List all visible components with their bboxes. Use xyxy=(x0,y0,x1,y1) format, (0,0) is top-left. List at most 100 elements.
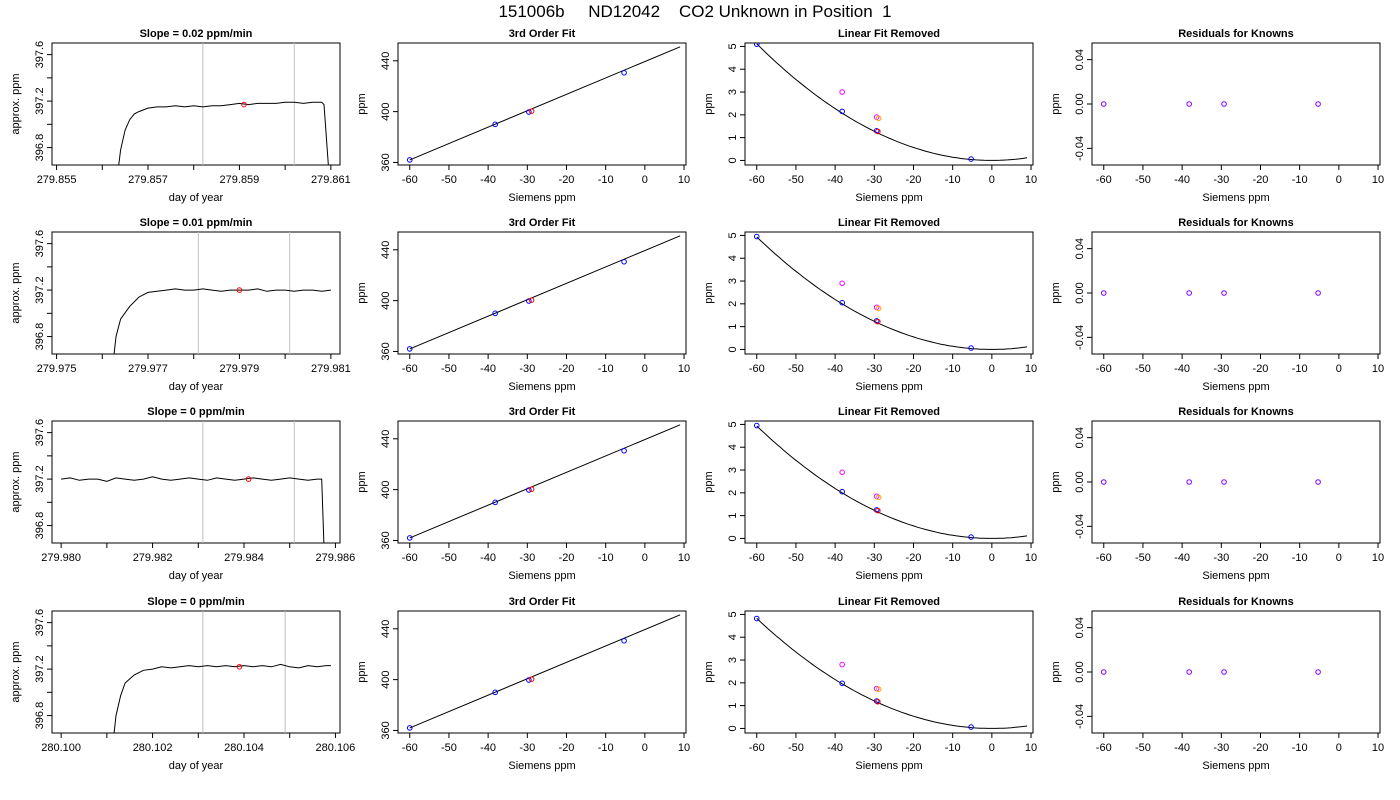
data-point xyxy=(839,280,845,287)
y-tick-label: 1 xyxy=(727,513,739,519)
data-point xyxy=(968,156,974,162)
plot-data xyxy=(753,43,1028,162)
data-point xyxy=(875,698,881,705)
chart-panel-14: 3rd Order Fit -60 -50 -40 -30 -20 -10 0 10 360 400… xyxy=(356,596,690,772)
x-axis-label: Siemens ppm xyxy=(855,381,922,393)
data-point xyxy=(526,298,532,304)
x-axis-label: day of year xyxy=(169,570,224,582)
residual-point xyxy=(1186,290,1192,296)
y-tick-label: 440 xyxy=(380,620,392,638)
x-tick-label: 0 xyxy=(989,363,995,375)
series-line xyxy=(118,101,329,165)
data-point xyxy=(406,346,413,352)
x-tick-label: -30 xyxy=(866,742,882,754)
plot-frame xyxy=(1091,420,1381,544)
x-tick-label: -40 xyxy=(480,742,496,754)
x-axis-label: day of year xyxy=(169,381,224,393)
x-tick-label: -60 xyxy=(1096,552,1112,564)
x-tick-label: -60 xyxy=(1096,742,1112,754)
data-point xyxy=(875,305,882,312)
data-point xyxy=(968,345,974,351)
y-tick-label: -0.04 xyxy=(1074,704,1086,729)
y-tick-label: 396.8 xyxy=(34,702,46,730)
series-line xyxy=(61,476,325,543)
y-tick-label: 0.04 xyxy=(1074,49,1086,70)
chart-title: Slope = 0 ppm/min xyxy=(147,406,245,418)
y-tick-label: 440 xyxy=(380,52,392,70)
y-axis-label: approx. ppm xyxy=(10,73,22,134)
y-tick-label: 397.6 xyxy=(34,609,46,637)
x-axis-label: Siemens ppm xyxy=(855,760,922,772)
x-tick-label: -20 xyxy=(1253,552,1269,564)
residual-point xyxy=(1221,479,1227,485)
x-tick-label: -50 xyxy=(1135,363,1151,375)
y-tick-label: 400 xyxy=(380,670,392,688)
data-point xyxy=(621,258,627,265)
plot-data xyxy=(1100,669,1321,675)
x-tick-label: 279.986 xyxy=(316,552,356,564)
y-tick-label: -0.04 xyxy=(1074,514,1086,539)
x-tick-label: -30 xyxy=(519,742,535,754)
x-tick-label: 280.100 xyxy=(41,742,81,754)
x-tick-label: -50 xyxy=(441,174,457,186)
y-tick-label: 397.6 xyxy=(34,419,46,447)
y-tick-label: 2 xyxy=(727,490,739,496)
x-tick-label: -10 xyxy=(598,552,614,564)
fit-line xyxy=(409,46,681,161)
y-tick-label: 360 xyxy=(380,721,392,739)
residual-point xyxy=(1100,669,1107,675)
chart-panel-8: Residuals for Knowns -60 -50 -40 -30 -20 -10 0 1… xyxy=(1050,217,1384,393)
y-tick-label: 3 xyxy=(727,657,739,663)
plot-frame xyxy=(744,420,1034,544)
x-tick-label: -10 xyxy=(598,363,614,375)
x-tick-label: 279.981 xyxy=(311,363,351,375)
chart-title: Linear Fit Removed xyxy=(838,406,940,418)
x-tick-label: 10 xyxy=(1025,174,1037,186)
y-tick-label: 0.04 xyxy=(1074,238,1086,259)
y-tick-label: 397.2 xyxy=(34,655,46,683)
chart-panel-7: Linear Fit Removed -60 -50 -40 -30 -20 -10 0 10 0… xyxy=(703,217,1037,393)
x-tick-label: -30 xyxy=(866,363,882,375)
data-point xyxy=(492,121,498,128)
y-tick-label: 0 xyxy=(727,725,739,731)
plot-data xyxy=(1100,479,1321,485)
chart-panel-15: Linear Fit Removed -60 -50 -40 -30 -20 -10 0 10 0… xyxy=(703,596,1037,772)
residual-point xyxy=(1100,290,1107,296)
y-tick-label: 1 xyxy=(727,324,739,330)
x-tick-label: -20 xyxy=(1253,174,1269,186)
plot-frame xyxy=(744,610,1034,734)
x-axis-label: Siemens ppm xyxy=(508,760,575,772)
x-tick-label: -30 xyxy=(1213,552,1229,564)
plot-data xyxy=(406,46,681,163)
residual-point xyxy=(1315,101,1321,107)
y-tick-label: 4 xyxy=(727,634,739,640)
x-tick-label: -60 xyxy=(749,742,765,754)
data-point xyxy=(875,507,881,514)
x-tick-label: -60 xyxy=(402,363,418,375)
y-tick-label: 400 xyxy=(380,480,392,498)
x-tick-label: 0 xyxy=(1336,742,1342,754)
plot-data xyxy=(61,421,325,543)
chart-title: Residuals for Knowns xyxy=(1178,28,1294,40)
x-tick-label: -10 xyxy=(945,552,961,564)
x-tick-label: 280.102 xyxy=(133,742,173,754)
x-tick-label: 10 xyxy=(1025,363,1037,375)
chart-title: 3rd Order Fit xyxy=(509,28,576,40)
x-tick-label: -10 xyxy=(1292,552,1308,564)
x-tick-label: -20 xyxy=(906,742,922,754)
chart-title: Residuals for Knowns xyxy=(1178,406,1294,418)
y-tick-label: 396.8 xyxy=(34,512,46,540)
y-axis-label: ppm xyxy=(356,661,368,682)
y-tick-label: -0.04 xyxy=(1074,136,1086,161)
y-tick-label: 0 xyxy=(727,346,739,352)
chart-panel-9: Slope = 0 ppm/min 279.980 279.982 279.984 27… xyxy=(10,406,355,582)
chart-panel-4: Residuals for Knowns -60 -50 -40 -30 -20 -10 0 1… xyxy=(1050,28,1384,204)
chart-title: 3rd Order Fit xyxy=(509,406,576,418)
x-tick-label: 279.979 xyxy=(220,363,260,375)
data-point xyxy=(968,534,974,540)
x-tick-label: -10 xyxy=(1292,742,1308,754)
x-tick-label: 279.980 xyxy=(41,552,81,564)
y-axis-label: ppm xyxy=(356,471,368,492)
data-point xyxy=(753,233,760,240)
plot-frame xyxy=(397,42,687,166)
